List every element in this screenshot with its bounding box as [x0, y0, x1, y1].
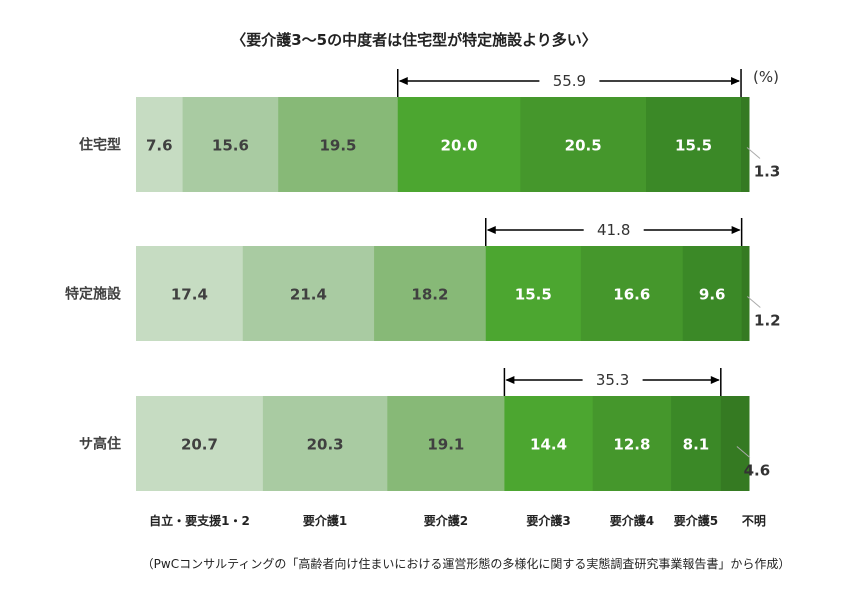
bar-segment: [136, 246, 244, 341]
legend-label: 要介護4: [610, 513, 654, 528]
value-label: 12.8: [613, 436, 650, 454]
bar-segment: [720, 396, 750, 491]
bar-segment: [741, 97, 750, 192]
value-label: 21.4: [290, 286, 327, 304]
value-label: 20.0: [441, 137, 478, 155]
legend-label: 不明: [742, 514, 766, 528]
bracket-total-label: 55.9: [553, 72, 586, 90]
leader-line: [736, 446, 751, 458]
legend-label: 要介護2: [424, 513, 468, 528]
legend-label: 要介護3: [526, 513, 570, 528]
category-label: サ高住: [79, 436, 121, 453]
bar-segment: [374, 246, 487, 341]
bar-segment: [387, 396, 505, 491]
bar-segment: [136, 396, 264, 491]
bar-segment: [397, 97, 521, 192]
value-label: 7.6: [146, 137, 173, 155]
arrow-head-right: [731, 226, 741, 234]
bracket-total-label: 41.8: [597, 221, 630, 239]
value-label: 14.4: [530, 436, 567, 454]
bar-segment: [520, 97, 647, 192]
value-label: 1.3: [754, 163, 781, 181]
arrow-head-right: [731, 77, 741, 85]
leader-line: [746, 147, 761, 159]
legend-label: 要介護5: [674, 513, 718, 528]
source-note: （PwCコンサルティングの「高齢者向け住まいにおける運営形態の多様化に関する実態…: [142, 556, 791, 571]
value-label: 9.6: [699, 286, 726, 304]
value-label: 20.7: [181, 436, 218, 454]
bracket-total-label: 35.3: [596, 371, 629, 389]
arrow-head-left: [398, 77, 408, 85]
bar-segment: [278, 97, 399, 192]
value-label: 8.1: [683, 436, 710, 454]
bar-segment: [682, 246, 743, 341]
category-label: 特定施設: [65, 286, 122, 303]
bar-segment: [182, 97, 279, 192]
bar-segment: [741, 246, 750, 341]
value-label: 16.6: [613, 286, 650, 304]
bar-segment: [580, 246, 684, 341]
value-label: 15.6: [212, 137, 249, 155]
value-label: 18.2: [411, 286, 448, 304]
legend-label: 自立・要支援1・2: [149, 513, 250, 528]
arrow-head-left: [505, 376, 515, 384]
value-label: 20.5: [565, 137, 602, 155]
bar-segment: [671, 396, 722, 491]
bar-segment: [592, 396, 672, 491]
arrow-head-right: [710, 376, 720, 384]
unit-label: (%): [753, 68, 779, 86]
chart-title: 〈要介護3～5の中度者は住宅型が特定施設より多い〉: [231, 31, 597, 49]
leader-line: [746, 296, 761, 308]
bar-segment: [262, 396, 388, 491]
value-label: 15.5: [515, 286, 552, 304]
bar-segment: [136, 97, 184, 192]
bar-segment: [242, 246, 375, 341]
bar-segment: [485, 246, 582, 341]
value-label: 19.5: [319, 137, 356, 155]
value-label: 20.3: [307, 436, 344, 454]
value-label: 19.1: [427, 436, 464, 454]
legend-label: 要介護1: [303, 513, 347, 528]
bar-segment: [646, 97, 742, 192]
value-label: 15.5: [675, 137, 712, 155]
category-label: 住宅型: [79, 137, 121, 154]
value-label: 4.6: [744, 462, 771, 480]
value-label: 17.4: [171, 286, 208, 304]
bar-segment: [504, 396, 594, 491]
arrow-head-left: [486, 226, 496, 234]
value-label: 1.2: [754, 312, 781, 330]
